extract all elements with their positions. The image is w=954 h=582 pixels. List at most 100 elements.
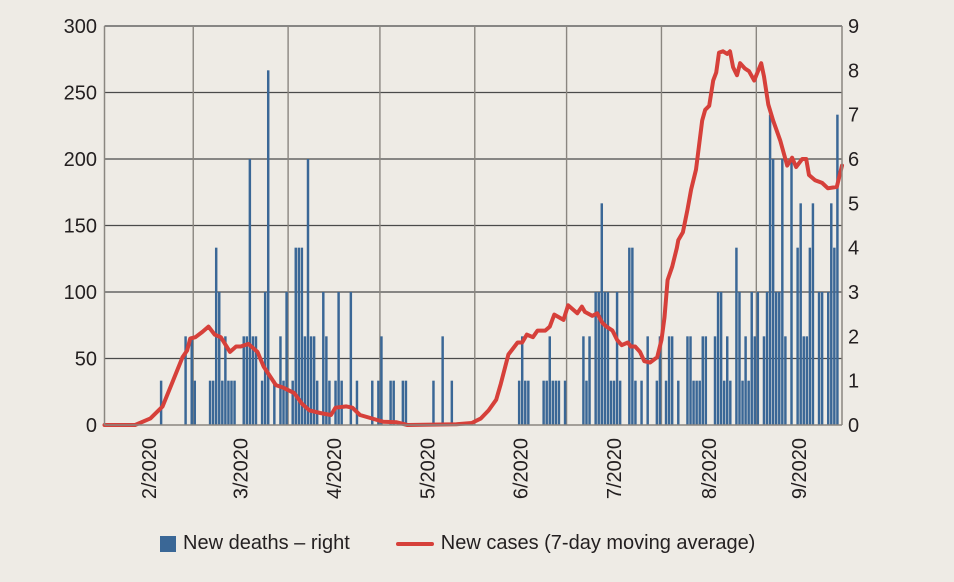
- death-bar: [221, 380, 224, 425]
- death-bar: [218, 292, 221, 425]
- legend: New deaths – right New cases (7-day movi…: [160, 532, 801, 555]
- death-bar: [340, 380, 343, 425]
- death-bar: [306, 159, 310, 425]
- death-bar: [585, 380, 588, 425]
- death-bar: [799, 203, 802, 425]
- death-bar: [765, 292, 769, 425]
- death-bar: [701, 336, 704, 425]
- death-bar: [325, 336, 328, 425]
- death-bar: [735, 247, 738, 425]
- x-tick-label: 7/2020: [604, 438, 626, 499]
- death-bar: [554, 380, 558, 425]
- death-bar: [520, 336, 524, 425]
- death-bar: [322, 292, 325, 425]
- death-bar: [294, 247, 297, 425]
- death-bar: [615, 292, 619, 425]
- x-tick-label: 4/2020: [324, 438, 346, 499]
- death-bar: [722, 380, 726, 425]
- death-bar: [297, 247, 301, 425]
- death-bar: [251, 336, 255, 425]
- death-bar: [389, 380, 392, 425]
- death-bar: [582, 336, 585, 425]
- death-bar: [377, 380, 380, 425]
- death-bar: [618, 380, 622, 425]
- death-bar: [774, 292, 778, 425]
- legend-item-deaths: New deaths – right: [160, 532, 350, 555]
- right-tick-label: 9: [848, 16, 859, 38]
- death-bar: [190, 336, 193, 425]
- death-bar: [781, 159, 784, 425]
- death-bar: [392, 380, 395, 425]
- grid-lines: [104, 25, 842, 425]
- death-bar: [762, 336, 766, 425]
- death-bar: [631, 247, 634, 425]
- death-bar: [300, 247, 304, 425]
- death-bar: [401, 380, 405, 425]
- death-bar: [273, 380, 276, 425]
- death-bar: [738, 292, 741, 425]
- death-bar: [432, 380, 435, 425]
- death-bar: [833, 247, 836, 425]
- death-bar: [315, 380, 319, 425]
- right-tick-label: 4: [848, 238, 859, 260]
- death-bar: [159, 380, 163, 425]
- death-bar: [750, 292, 753, 425]
- legend-cases-label: New cases (7-day moving average): [440, 532, 756, 554]
- death-bar: [282, 380, 285, 425]
- death-bar: [790, 159, 793, 425]
- death-bar: [211, 380, 215, 425]
- covid-chart: 0 50 100 150 200 250 300 0 1 2 3 4 5 6 7 8 9 2/2020 3/2020…: [64, 16, 860, 499]
- death-bar: [603, 292, 607, 425]
- right-tick-label: 8: [848, 60, 859, 82]
- deaths-bars: [159, 70, 839, 426]
- right-tick-label: 5: [848, 193, 859, 215]
- death-bar: [771, 159, 775, 425]
- death-bar: [545, 380, 548, 425]
- x-tick-label: 5/2020: [417, 438, 439, 499]
- death-bar: [245, 336, 249, 425]
- death-bar: [328, 380, 331, 425]
- death-bar: [291, 380, 294, 425]
- cases-swatch-icon: [395, 541, 434, 546]
- death-bar: [802, 336, 805, 425]
- death-bar: [517, 380, 521, 425]
- death-bar: [248, 159, 252, 425]
- death-bar: [655, 380, 659, 425]
- death-bar: [597, 292, 600, 425]
- death-bar: [753, 336, 757, 425]
- death-bar: [768, 114, 772, 426]
- death-bar: [404, 380, 408, 425]
- death-bar: [557, 380, 561, 425]
- death-bar: [208, 380, 212, 425]
- death-bar: [279, 336, 282, 425]
- death-bar: [692, 380, 695, 425]
- x-tick-label: 2/2020: [139, 438, 161, 499]
- death-bar: [628, 247, 631, 425]
- death-bar: [551, 380, 555, 425]
- death-bar: [784, 336, 787, 425]
- left-tick-label: 250: [64, 83, 97, 105]
- death-bar: [184, 336, 187, 425]
- death-bar: [741, 380, 744, 425]
- death-bar: [719, 292, 723, 425]
- death-bar: [747, 380, 750, 425]
- right-tick-label: 0: [848, 415, 859, 437]
- death-bar: [349, 292, 353, 425]
- death-bar: [670, 336, 674, 425]
- right-tick-label: 7: [848, 105, 859, 127]
- death-bar: [817, 292, 821, 425]
- death-bar: [337, 292, 340, 425]
- right-tick-label: 2: [848, 326, 859, 348]
- death-bar: [646, 336, 649, 425]
- death-bar: [260, 380, 264, 425]
- death-bar: [805, 336, 809, 425]
- death-bar: [380, 336, 383, 425]
- death-bar: [309, 336, 313, 425]
- death-bar: [524, 380, 527, 425]
- death-bar: [355, 380, 359, 425]
- left-tick-label: 200: [64, 149, 97, 171]
- death-bar: [450, 380, 454, 425]
- right-tick-label: 1: [848, 371, 859, 393]
- death-bar: [695, 380, 698, 425]
- death-bar: [230, 380, 233, 425]
